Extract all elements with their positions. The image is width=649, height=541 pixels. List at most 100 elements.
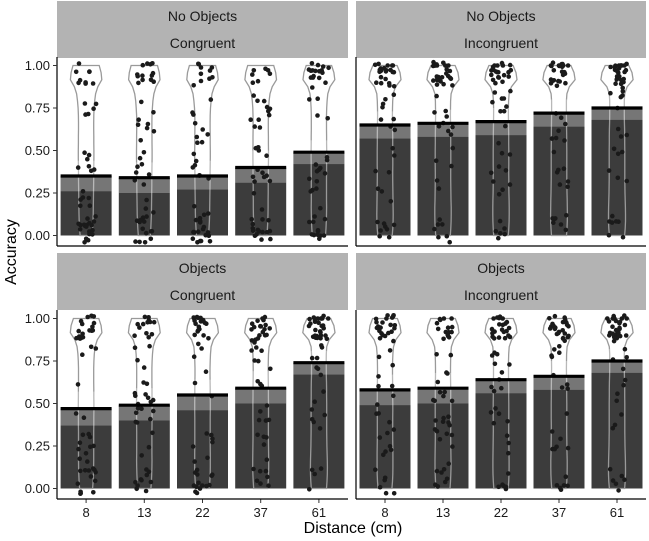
data-point [145,121,151,127]
data-point [264,153,269,158]
violin [542,317,576,490]
data-point [260,217,265,222]
data-point [549,136,555,141]
data-point [434,82,440,87]
data-point [268,366,273,372]
data-point [193,321,198,327]
data-point [310,187,315,193]
data-point [201,212,207,218]
data-point [383,76,388,82]
violin [426,317,460,490]
data-point [264,332,269,338]
data-point [317,329,323,334]
data-point [135,406,141,411]
data-point [318,165,323,171]
data-point [87,328,92,333]
data-point [557,350,562,356]
data-point [378,117,384,122]
data-point [137,325,142,330]
data-point [309,232,315,237]
data-point [448,352,454,358]
data-point [497,322,502,327]
data-point [324,157,330,163]
data-point [622,313,627,318]
data-point [437,316,443,322]
data-point [391,92,397,97]
data-point [197,238,203,244]
data-point [620,234,626,240]
data-point [135,164,140,169]
data-point [307,97,312,102]
facet-strip-label-bottom: Incongruent [464,287,538,303]
data-point [151,110,156,115]
data-point [564,213,569,218]
data-point [381,221,387,226]
data-point [91,314,97,319]
data-point [500,79,505,85]
data-point [205,230,211,235]
data-point [307,487,312,492]
data-point [552,313,558,319]
data-point [563,227,569,233]
data-point [507,182,513,187]
data-point [261,442,267,447]
data-point [559,385,565,390]
data-point [620,85,625,91]
data-point [499,150,505,156]
data-point [190,110,195,115]
data-point [133,170,139,175]
data-point [140,73,145,78]
data-point [619,412,624,417]
data-point [143,206,149,211]
data-point [375,186,381,191]
data-point [88,474,94,479]
data-point [616,63,622,68]
x-tick-label: 22 [494,505,508,520]
data-point [260,316,265,321]
data-point [93,101,99,107]
data-point [80,331,85,337]
data-point [148,416,153,422]
data-point [141,182,147,187]
data-point [140,62,146,68]
data-point [140,226,145,232]
data-point [138,138,143,143]
data-point [143,230,149,236]
data-point [323,80,328,85]
data-point [613,81,618,86]
data-point [312,333,318,339]
data-point [199,346,204,351]
violin [127,317,161,490]
data-point [198,78,204,84]
data-point [437,437,443,442]
data-point [80,334,86,340]
data-point [324,336,330,342]
violin [600,64,634,237]
data-point [135,483,140,488]
data-point [499,385,504,391]
data-point [191,83,196,88]
data-point [314,179,320,184]
data-point [92,467,97,473]
facet-strip [356,253,646,310]
data-point [446,461,452,467]
bar [118,405,170,489]
data-point [376,374,381,379]
data-point [387,83,392,88]
data-point [326,65,331,71]
data-point [441,316,447,321]
data-point [386,234,392,240]
data-point [499,327,505,333]
data-point [315,232,321,238]
data-point [264,435,269,440]
data-point [322,216,328,222]
data-point [552,446,557,452]
data-point [195,140,200,145]
data-point [383,97,388,102]
data-point [144,331,149,336]
data-point [444,476,450,482]
data-point [248,117,253,122]
data-point [309,355,315,361]
data-point [623,333,629,338]
data-point [611,146,617,152]
